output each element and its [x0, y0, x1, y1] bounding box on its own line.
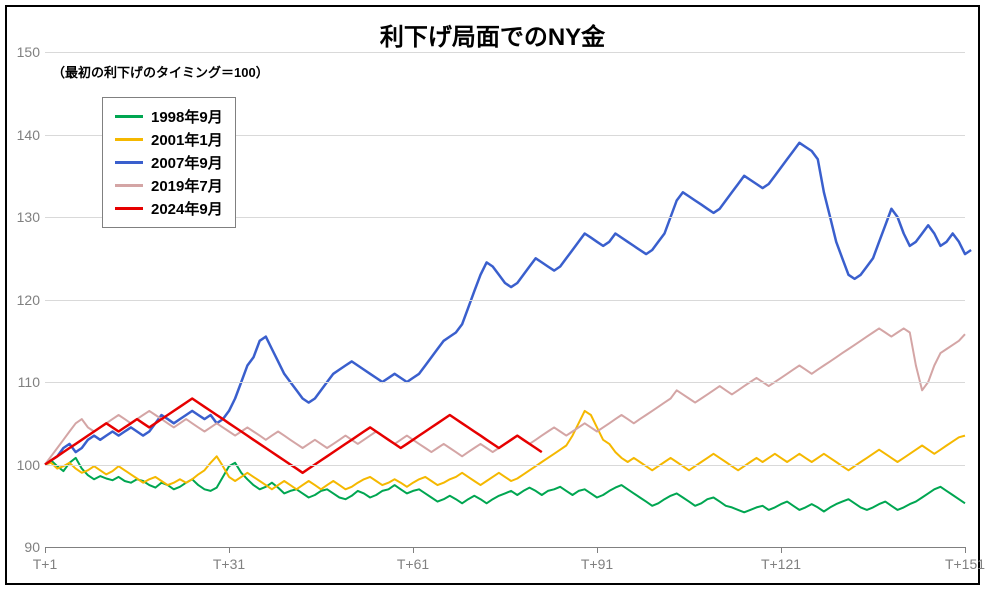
x-tick-label: T+151	[945, 556, 985, 572]
legend-swatch	[115, 161, 143, 164]
legend-label: 2019年7月	[151, 175, 223, 196]
legend-item: 2007年9月	[115, 152, 223, 173]
y-tick-label: 150	[10, 44, 40, 60]
gridline	[45, 465, 965, 466]
gridline	[45, 382, 965, 383]
series-line	[45, 411, 965, 489]
x-tick	[45, 547, 46, 553]
legend: 1998年9月2001年1月2007年9月2019年7月2024年9月	[102, 97, 236, 228]
y-tick-label: 140	[10, 127, 40, 143]
gridline	[45, 52, 965, 53]
legend-item: 1998年9月	[115, 106, 223, 127]
legend-label: 2007年9月	[151, 152, 223, 173]
chart-title: 利下げ局面でのNY金	[7, 17, 978, 52]
legend-item: 2024年9月	[115, 198, 223, 219]
legend-swatch	[115, 115, 143, 118]
legend-swatch	[115, 138, 143, 141]
legend-item: 2001年1月	[115, 129, 223, 150]
x-tick	[413, 547, 414, 553]
x-tick-label: T+61	[397, 556, 429, 572]
chart-container: 利下げ局面でのNY金 （最初の利下げのタイミング＝100） 9010011012…	[5, 5, 980, 585]
x-tick-label: T+121	[761, 556, 801, 572]
y-tick-label: 120	[10, 292, 40, 308]
legend-swatch	[115, 184, 143, 187]
x-axis	[45, 547, 965, 548]
x-tick	[781, 547, 782, 553]
x-tick	[965, 547, 966, 553]
y-tick-label: 90	[10, 539, 40, 555]
x-tick-label: T+91	[581, 556, 613, 572]
x-tick-label: T+31	[213, 556, 245, 572]
y-tick-label: 100	[10, 457, 40, 473]
legend-label: 1998年9月	[151, 106, 223, 127]
legend-label: 2001年1月	[151, 129, 223, 150]
y-tick-label: 130	[10, 209, 40, 225]
y-tick-label: 110	[10, 374, 40, 390]
legend-label: 2024年9月	[151, 198, 223, 219]
legend-swatch	[115, 207, 143, 210]
legend-item: 2019年7月	[115, 175, 223, 196]
x-tick	[597, 547, 598, 553]
series-line	[45, 458, 965, 512]
x-tick	[229, 547, 230, 553]
gridline	[45, 300, 965, 301]
x-tick-label: T+1	[33, 556, 58, 572]
